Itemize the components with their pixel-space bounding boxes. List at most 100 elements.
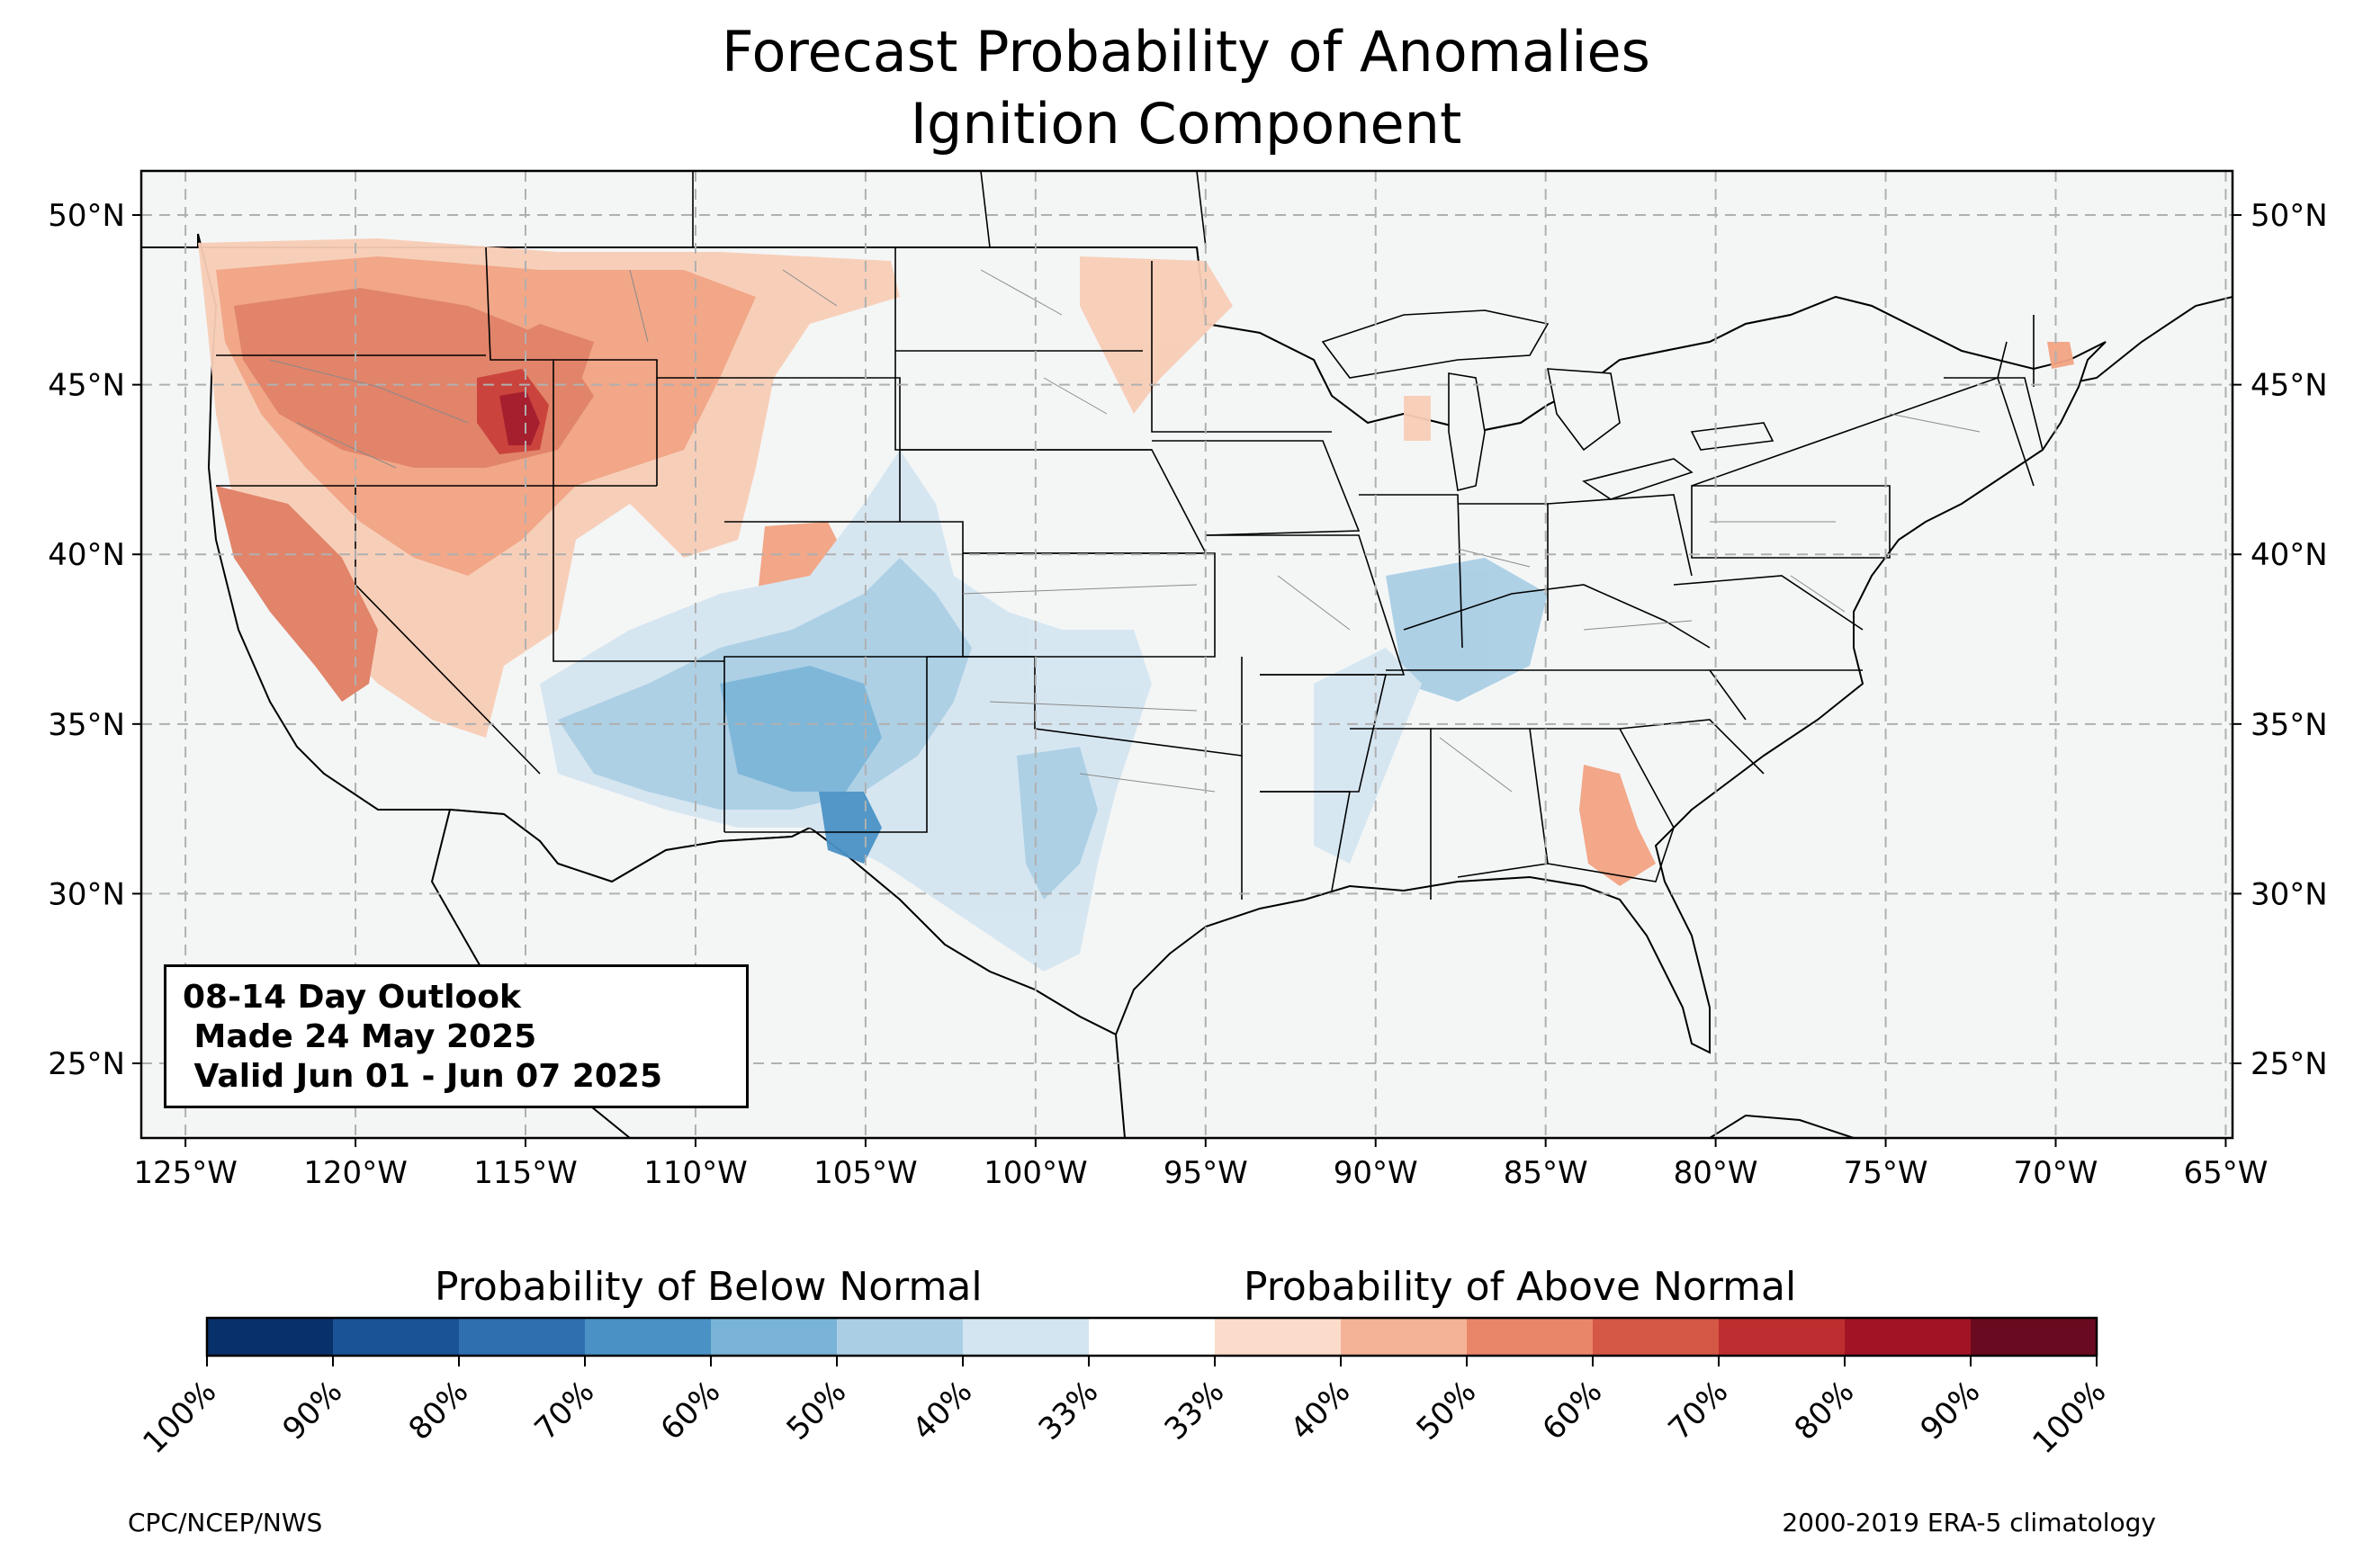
border-indiana — [1458, 503, 1549, 621]
lon-tick-label: 125°W — [133, 1155, 238, 1191]
colorbar-swatch — [585, 1318, 712, 1356]
lat-tick-label-left: 40°N — [48, 537, 125, 573]
above-normal-dakotas — [1080, 256, 1233, 414]
colorbar-tick-label: 50% — [1410, 1374, 1484, 1447]
colorbar-tick-label: 80% — [1788, 1374, 1862, 1447]
above-normal-georgia — [1579, 765, 1656, 886]
colorbar-swatch — [963, 1318, 1090, 1356]
colorbar-swatch — [333, 1318, 460, 1356]
lat-tick-label-right: 35°N — [2251, 707, 2328, 743]
below-normal-kentucky — [1386, 558, 1548, 702]
colorbar-tick-label: 90% — [1914, 1374, 1988, 1447]
lon-tick-label: 110°W — [643, 1155, 748, 1191]
colorbar-below-label: Probability of Below Normal — [435, 1264, 983, 1310]
lat-tick-label-left: 35°N — [48, 707, 125, 743]
border-louisiana — [1260, 791, 1351, 892]
below-normal-southwest-60 — [720, 666, 882, 792]
border-iowa — [1152, 440, 1361, 536]
map-panel: 125°W 120°W 115°W 110°W 105°W 100°W 95°W 90°W 85… — [48, 169, 2328, 1191]
lon-tick-label: 100°W — [984, 1155, 1088, 1191]
above-normal-michigan — [1404, 396, 1431, 441]
colorbar-tick-label: 40% — [906, 1374, 980, 1447]
border-virginia — [1673, 575, 1864, 631]
lon-tick-label: 80°W — [1674, 1155, 1758, 1191]
outlook-line-1: 08-14 Day Outlook — [183, 979, 521, 1016]
above-normal-wyoming-peak — [499, 391, 540, 445]
colorbar-swatch — [1971, 1318, 2098, 1356]
below-normal-texas — [1017, 747, 1098, 900]
colorbar: 100% 90% 80% 70% 60% 50% 40% 33% 33% 40% 50% 60% 70%… — [136, 1316, 2113, 1461]
colorbar-swatch — [1593, 1318, 1720, 1356]
colorbar-tick-label: 50% — [780, 1374, 854, 1447]
colorbar-swatch — [207, 1318, 334, 1356]
probability-shading — [198, 238, 2074, 972]
map-gridlines — [141, 171, 2233, 1138]
border-ohio — [1547, 494, 1693, 577]
border-minnesota — [1151, 261, 1332, 433]
border-kansas — [963, 552, 1216, 658]
colorbar-tick-label: 100% — [2026, 1374, 2113, 1461]
lon-tick-label: 85°W — [1504, 1155, 1588, 1191]
border-georgia — [1530, 728, 1675, 883]
lat-tick-label-right: 30°N — [2251, 876, 2328, 912]
credit-right: 2000-2019 ERA-5 climatology — [1782, 1508, 2156, 1537]
border-utah — [553, 486, 724, 662]
lat-tick-label-right: 50°N — [2251, 198, 2328, 234]
lon-tick-label: 65°W — [2183, 1155, 2268, 1191]
great-lakes — [1321, 309, 1775, 500]
colorbar-swatch — [1719, 1318, 1846, 1356]
border-pennsylvania — [1691, 485, 1891, 559]
colorbar-swatch — [711, 1318, 838, 1356]
lat-tick-label-right: 40°N — [2251, 537, 2328, 573]
credit-left: CPC/NCEP/NWS — [128, 1508, 323, 1537]
county-line-west — [269, 269, 1108, 469]
colorbar-tick-label: 80% — [402, 1374, 476, 1447]
county-line-east — [1439, 413, 1981, 793]
colorbar-tick-label: 33% — [1158, 1374, 1232, 1447]
lon-tick-label: 90°W — [1334, 1155, 1418, 1191]
above-normal-new-england — [2047, 342, 2074, 369]
lake-ontario — [1690, 422, 1775, 451]
colorbar-swatch — [1215, 1318, 1342, 1356]
colorbar-tick-label: 70% — [528, 1374, 602, 1447]
lat-tick-label-right: 45°N — [2251, 368, 2328, 404]
colorbar-swatch — [1845, 1318, 1972, 1356]
colorbar-above-label: Probability of Above Normal — [1244, 1264, 1797, 1310]
title-line-2: Ignition Component — [910, 91, 1462, 157]
border-idaho-east — [485, 246, 554, 486]
outlook-line-2: Made 24 May 2025 — [183, 1018, 537, 1055]
lake-superior — [1321, 309, 1550, 379]
lake-erie — [1582, 458, 1694, 500]
lon-tick-label: 75°W — [1844, 1155, 1928, 1191]
border-montana-south — [553, 359, 658, 486]
title-line-1: Forecast Probability of Anomalies — [722, 19, 1650, 85]
latitude-ticks: 25°N 25°N 30°N 30°N 35°N 35°N 40°N 40°N 45°N 45°N… — [48, 198, 2327, 1082]
cuba-land — [1708, 1114, 1855, 1138]
lat-tick-label-left: 30°N — [48, 876, 125, 912]
colorbar-tick-label: 90% — [276, 1374, 350, 1447]
border-new-mexico — [724, 657, 928, 833]
colorbar-frame — [205, 1316, 2098, 1357]
lon-tick-label: 70°W — [2014, 1155, 2098, 1191]
border-kentucky — [1403, 584, 1711, 649]
map-frame — [139, 169, 2234, 1140]
lake-huron — [1547, 368, 1621, 452]
colorbar-tick-label: 40% — [1284, 1374, 1358, 1447]
colorbar-tick-label: 33% — [1032, 1374, 1106, 1447]
longitude-ticks: 125°W 120°W 115°W 110°W 105°W 100°W 95°W 90°W 85… — [133, 1138, 2268, 1191]
colorbar-tick-label: 60% — [654, 1374, 728, 1447]
lat-tick-label-left: 50°N — [48, 198, 125, 234]
lon-tick-label: 120°W — [303, 1155, 408, 1191]
lon-tick-label: 105°W — [813, 1155, 918, 1191]
colorbar-swatch — [1467, 1318, 1594, 1356]
colorbar-tick-label: 60% — [1536, 1374, 1610, 1447]
border-canada-us-east — [692, 171, 1207, 248]
outlook-info-box: 08-14 Day Outlook Made 24 May 2025 Valid… — [164, 964, 749, 1108]
colorbar-swatch — [1089, 1318, 1216, 1356]
lake-michigan — [1448, 372, 1486, 491]
lon-tick-label: 95°W — [1164, 1155, 1248, 1191]
border-alabama — [1431, 728, 1549, 878]
border-new-england — [1944, 315, 2044, 451]
colorbar-tick-label: 100% — [136, 1374, 223, 1461]
